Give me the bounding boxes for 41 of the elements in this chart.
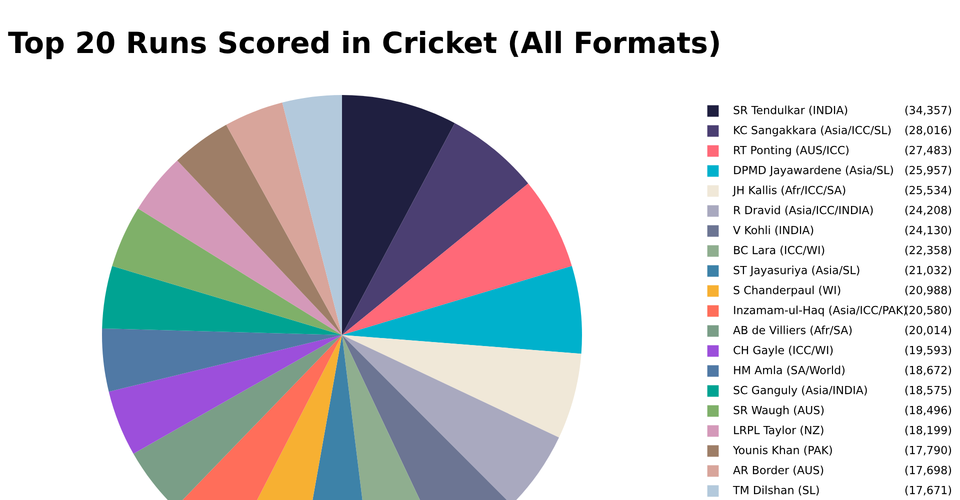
data-label: (20,988) (905, 286, 952, 296)
legend-label: Younis Khan (PAK) (732, 446, 832, 456)
data-label: (18,672) (905, 366, 952, 376)
legend-label: TM Dilshan (SL) (732, 486, 819, 496)
legend-label: S Chanderpaul (WI) (734, 286, 840, 296)
data-label: (18,496) (905, 406, 952, 416)
data-label: (25,957) (905, 166, 952, 176)
legend-label: AB de Villiers (Afr/SA) (733, 326, 852, 336)
data-label: (21,032) (905, 266, 952, 276)
legend-label: SR Tendulkar (INDIA) (734, 106, 848, 116)
data-label: (24,208) (905, 206, 952, 216)
legend-label: Inzamam-ul-Haq (Asia/ICC/PAK) (734, 306, 906, 316)
data-label: (20,580) (905, 306, 952, 316)
data-label: (20,014) (905, 326, 952, 336)
legend-label: JH Kallis (Afr/ICC/SA) (732, 186, 846, 196)
legend-label: AR Border (AUS) (733, 466, 824, 476)
legend-label: SC Ganguly (Asia/INDIA) (734, 386, 867, 396)
data-label: (17,790) (905, 446, 952, 456)
legend-label: KC Sangakkara (Asia/ICC/SL) (734, 126, 891, 136)
legend-label: LRPL Taylor (NZ) (734, 426, 824, 436)
data-label: (18,575) (905, 386, 952, 396)
legend-label: R Dravid (Asia/ICC/INDIA) (734, 206, 873, 216)
data-label: (17,698) (905, 466, 952, 476)
data-label: (24,130) (905, 226, 952, 236)
data-label: (27,483) (905, 146, 952, 156)
data-label: (28,016) (905, 126, 952, 136)
legend-label: HM Amla (SA/World) (734, 366, 844, 376)
legend-label: RT Ponting (AUS/ICC) (734, 146, 848, 156)
legend-label: BC Lara (ICC/WI) (734, 246, 824, 256)
legend-label: DPMD Jayawardene (Asia/SL) (734, 166, 893, 176)
data-label: (17,671) (905, 486, 952, 496)
data-label: (22,358) (905, 246, 952, 256)
data-label: (34,357) (905, 106, 952, 116)
data-label: (18,199) (905, 426, 952, 436)
legend-label: V Kohli (INDIA) (733, 226, 814, 236)
chart-title: Top 20 Runs Scored in Cricket (All Formats) (8, 30, 719, 60)
legend-label: SR Waugh (AUS) (734, 406, 824, 416)
data-label: (25,534) (905, 186, 952, 196)
legend-label: ST Jayasuriya (Asia/SL) (734, 266, 860, 276)
legend-label: CH Gayle (ICC/WI) (734, 346, 833, 356)
data-label: (19,593) (905, 346, 952, 356)
